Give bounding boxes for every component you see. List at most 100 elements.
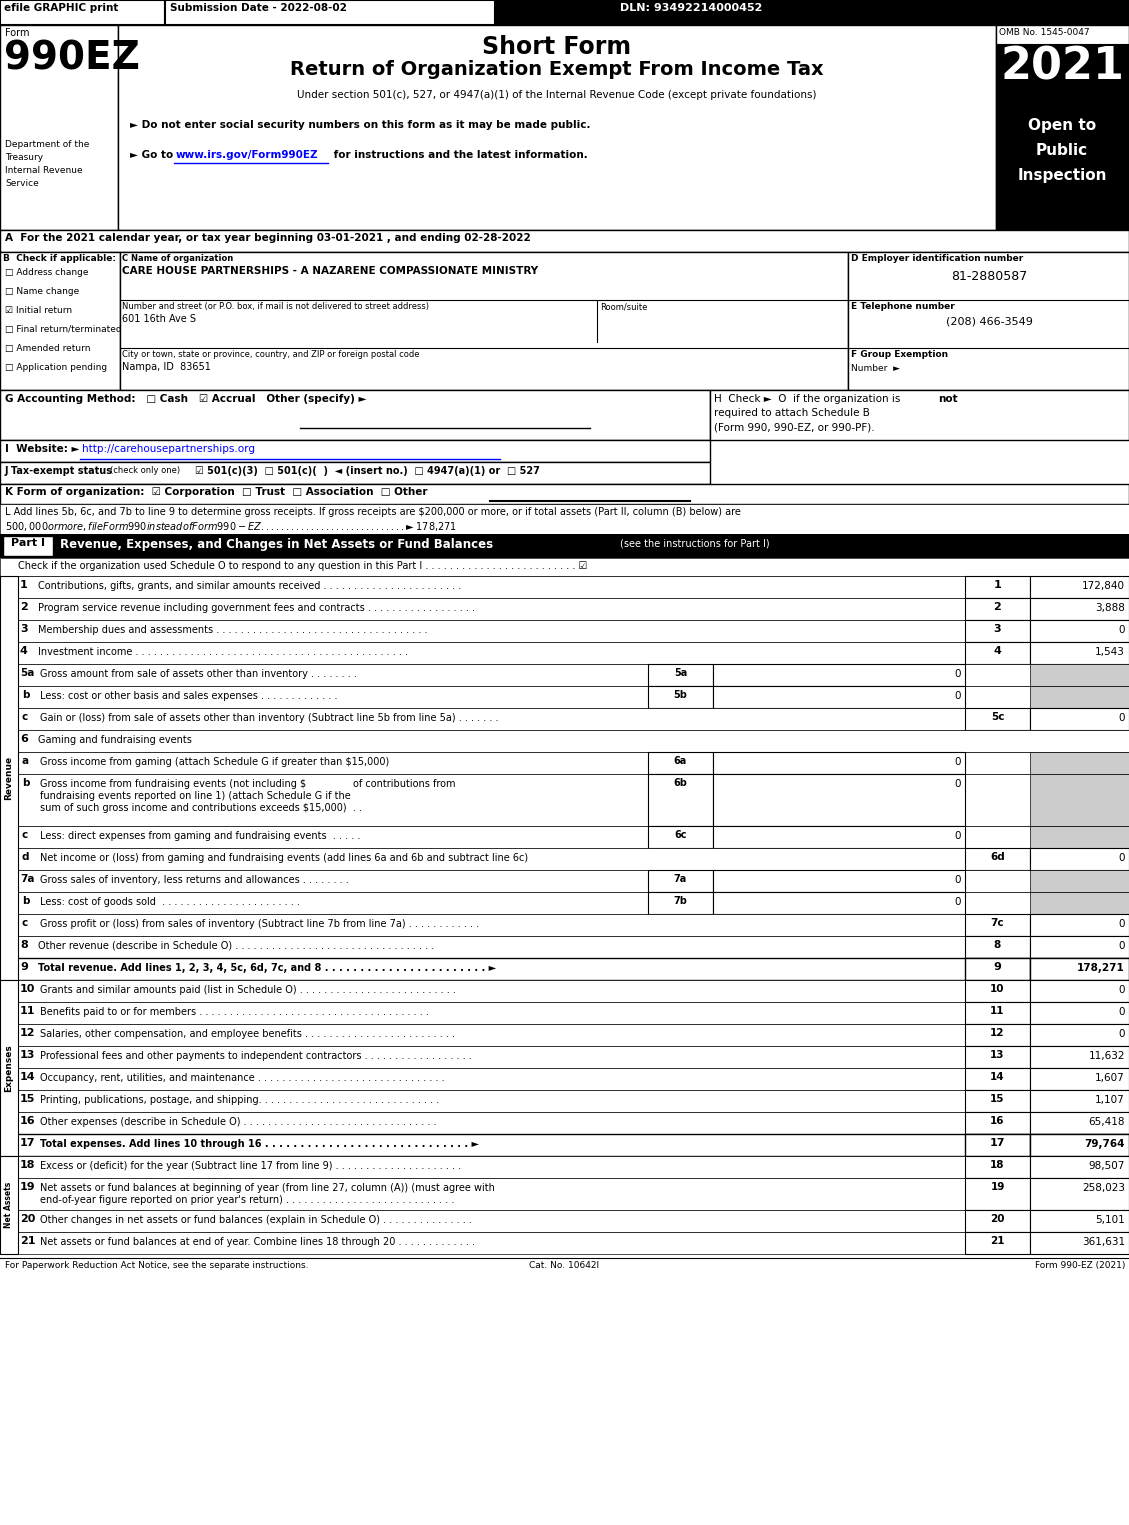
Text: 1: 1 — [20, 580, 28, 590]
Text: 13: 13 — [990, 1051, 1005, 1060]
Text: Other revenue (describe in Schedule O) . . . . . . . . . . . . . . . . . . . . .: Other revenue (describe in Schedule O) .… — [38, 941, 435, 952]
Text: Form 990-EZ (2021): Form 990-EZ (2021) — [1034, 1261, 1124, 1270]
Text: Less: cost of goods sold  . . . . . . . . . . . . . . . . . . . . . . .: Less: cost of goods sold . . . . . . . .… — [40, 897, 300, 907]
Text: OMB No. 1545-0047: OMB No. 1545-0047 — [999, 27, 1089, 37]
Text: Internal Revenue: Internal Revenue — [5, 166, 82, 175]
Bar — [996, 111, 1129, 230]
Bar — [0, 1046, 1129, 1068]
Text: 1,607: 1,607 — [1095, 1074, 1124, 1083]
Bar — [0, 1090, 1129, 1112]
Text: Number  ►: Number ► — [851, 364, 900, 374]
Bar — [648, 663, 714, 686]
Bar — [1030, 775, 1129, 827]
Text: Gross sales of inventory, less returns and allowances . . . . . . . .: Gross sales of inventory, less returns a… — [40, 875, 349, 884]
Text: □ Name change: □ Name change — [5, 287, 79, 296]
Bar — [0, 1177, 1129, 1209]
Text: Check if the organization used Schedule O to respond to any question in this Par: Check if the organization used Schedule … — [18, 561, 587, 570]
Text: 13: 13 — [20, 1051, 35, 1060]
Text: $500,000 or more, file Form 990 instead of Form 990-EZ . . . . . . . . . . . . .: $500,000 or more, file Form 990 instead … — [5, 520, 457, 534]
Text: DLN: 93492214000452: DLN: 93492214000452 — [620, 3, 762, 14]
Text: 0: 0 — [1119, 625, 1124, 634]
Bar — [1030, 598, 1129, 621]
Text: K Form of organization:  ☑ Corporation  □ Trust  □ Association  □ Other: K Form of organization: ☑ Corporation □ … — [5, 486, 428, 497]
Bar — [648, 892, 714, 913]
Text: 12: 12 — [990, 1028, 1005, 1039]
Bar — [0, 1023, 1129, 1046]
Text: Revenue, Expenses, and Changes in Net Assets or Fund Balances: Revenue, Expenses, and Changes in Net As… — [60, 538, 493, 551]
Text: www.irs.gov/Form990EZ: www.irs.gov/Form990EZ — [176, 149, 318, 160]
Text: Gaming and fundraising events: Gaming and fundraising events — [38, 735, 192, 746]
Text: Revenue: Revenue — [5, 756, 14, 801]
Text: 0: 0 — [954, 756, 961, 767]
Text: Program service revenue including government fees and contracts . . . . . . . . : Program service revenue including govern… — [38, 602, 475, 613]
Bar — [965, 1135, 1030, 1156]
Text: c: c — [21, 918, 28, 929]
Bar — [0, 230, 1129, 252]
Bar — [965, 1046, 1030, 1068]
Text: E Telephone number: E Telephone number — [851, 302, 955, 311]
Text: ☑ 501(c)(3)  □ 501(c)(  )  ◄ (insert no.)  □ 4947(a)(1) or  □ 527: ☑ 501(c)(3) □ 501(c)( ) ◄ (insert no.) □… — [195, 467, 540, 476]
Text: 6: 6 — [20, 734, 28, 744]
Text: Gross profit or (loss) from sales of inventory (Subtract line 7b from line 7a) .: Gross profit or (loss) from sales of inv… — [40, 920, 479, 929]
Text: Membership dues and assessments . . . . . . . . . . . . . . . . . . . . . . . . : Membership dues and assessments . . . . … — [38, 625, 428, 634]
Text: Cat. No. 10642I: Cat. No. 10642I — [530, 1261, 599, 1270]
Text: (see the instructions for Part I): (see the instructions for Part I) — [620, 538, 770, 547]
Text: 16: 16 — [990, 1116, 1005, 1125]
Text: Other changes in net assets or fund balances (explain in Schedule O) . . . . . .: Other changes in net assets or fund bala… — [40, 1215, 472, 1225]
Bar — [0, 576, 18, 981]
Bar — [965, 621, 1030, 642]
Text: 0: 0 — [1119, 1006, 1124, 1017]
Text: efile GRAPHIC print: efile GRAPHIC print — [5, 3, 119, 14]
Text: 6b: 6b — [674, 778, 688, 788]
Bar — [0, 1156, 1129, 1177]
Bar — [965, 1023, 1030, 1046]
Text: Room/suite: Room/suite — [599, 302, 647, 311]
Text: 17: 17 — [20, 1138, 35, 1148]
Bar — [965, 1112, 1030, 1135]
Bar — [965, 848, 1030, 869]
Text: 11: 11 — [990, 1006, 1005, 1016]
Text: Occupancy, rent, utilities, and maintenance . . . . . . . . . . . . . . . . . . : Occupancy, rent, utilities, and maintena… — [40, 1074, 445, 1083]
Text: I  Website: ►: I Website: ► — [5, 444, 79, 454]
Text: Treasury: Treasury — [5, 152, 43, 162]
Bar — [0, 441, 710, 462]
Bar — [0, 252, 120, 390]
Text: Form: Form — [5, 27, 29, 38]
Text: 258,023: 258,023 — [1082, 1183, 1124, 1193]
Bar — [965, 642, 1030, 663]
Bar — [0, 642, 1129, 663]
Text: 14: 14 — [20, 1072, 36, 1083]
Text: 8: 8 — [994, 939, 1001, 950]
Text: 11,632: 11,632 — [1088, 1051, 1124, 1061]
Bar — [965, 958, 1030, 981]
Text: H  Check ►  O  if the organization is: H Check ► O if the organization is — [714, 393, 903, 404]
Text: Return of Organization Exempt From Income Tax: Return of Organization Exempt From Incom… — [290, 59, 824, 79]
Bar — [1030, 913, 1129, 936]
Bar — [1030, 981, 1129, 1002]
Text: (check only one): (check only one) — [110, 467, 181, 474]
Text: 6d: 6d — [990, 852, 1005, 862]
Text: 8: 8 — [20, 939, 28, 950]
Text: http://carehousepartnerships.org: http://carehousepartnerships.org — [82, 444, 255, 454]
Text: ► Go to: ► Go to — [130, 149, 177, 160]
Bar — [0, 534, 1129, 558]
Text: Expenses: Expenses — [5, 1045, 14, 1092]
Text: 9: 9 — [994, 962, 1001, 971]
Text: ☑ Initial return: ☑ Initial return — [5, 307, 72, 316]
Bar — [0, 686, 1129, 708]
Text: Contributions, gifts, grants, and similar amounts received . . . . . . . . . . .: Contributions, gifts, grants, and simila… — [38, 581, 462, 592]
Bar — [1030, 892, 1129, 913]
Bar — [996, 24, 1129, 230]
Text: 65,418: 65,418 — [1088, 1116, 1124, 1127]
Bar — [0, 1112, 1129, 1135]
Text: c: c — [21, 712, 28, 721]
Text: 2: 2 — [994, 602, 1001, 612]
Text: 21: 21 — [990, 1235, 1005, 1246]
Bar — [119, 24, 996, 230]
Text: 2021: 2021 — [1000, 46, 1124, 88]
Text: A  For the 2021 calendar year, or tax year beginning 03-01-2021 , and ending 02-: A For the 2021 calendar year, or tax yea… — [5, 233, 531, 242]
Text: 19: 19 — [20, 1182, 36, 1193]
Text: CARE HOUSE PARTNERSHIPS - A NAZARENE COMPASSIONATE MINISTRY: CARE HOUSE PARTNERSHIPS - A NAZARENE COM… — [122, 265, 539, 276]
Text: 7c: 7c — [990, 918, 1005, 929]
Text: 1,107: 1,107 — [1095, 1095, 1124, 1106]
